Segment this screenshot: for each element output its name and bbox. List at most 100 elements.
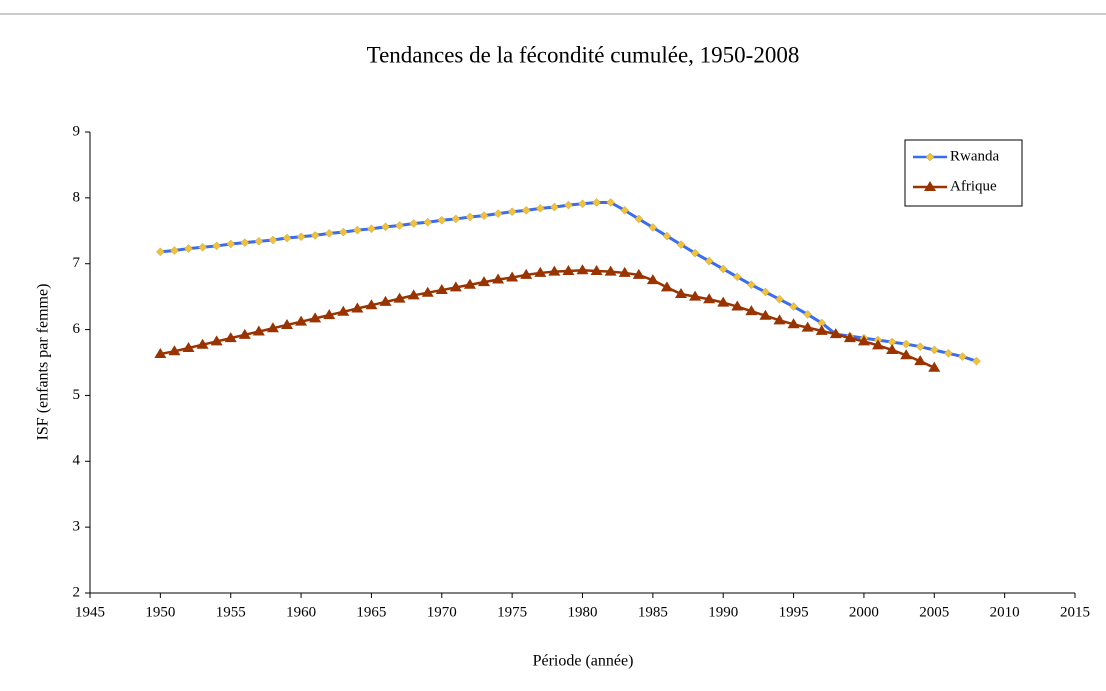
marker: [731, 300, 744, 311]
marker: [929, 345, 939, 355]
marker: [648, 223, 658, 232]
marker: [507, 207, 517, 217]
marker: [606, 198, 615, 207]
x-tick-label: 1970: [427, 604, 457, 620]
marker: [872, 339, 884, 350]
marker: [815, 324, 828, 335]
marker: [381, 222, 390, 232]
marker: [520, 268, 533, 279]
marker: [323, 309, 336, 320]
marker: [168, 345, 181, 356]
x-tick-label: 2015: [1060, 604, 1090, 620]
marker: [226, 239, 236, 249]
y-tick-label: 8: [73, 189, 81, 205]
marker: [732, 272, 742, 282]
marker: [534, 266, 547, 277]
marker: [182, 342, 195, 353]
marker: [915, 342, 925, 352]
marker: [365, 299, 378, 310]
marker: [521, 206, 531, 215]
marker: [803, 310, 812, 319]
marker: [901, 339, 911, 349]
marker: [634, 214, 644, 224]
marker: [843, 332, 856, 343]
x-tick-label: 2010: [990, 604, 1020, 620]
y-tick-label: 2: [73, 584, 81, 600]
marker: [337, 305, 350, 316]
marker: [296, 232, 306, 242]
marker: [548, 265, 561, 276]
marker: [353, 225, 362, 235]
marker: [282, 233, 292, 243]
marker: [170, 246, 179, 255]
marker: [238, 328, 251, 339]
legend-label: Rwanda: [950, 148, 999, 164]
x-tick-label: 1985: [638, 604, 668, 620]
marker: [718, 264, 728, 274]
marker: [423, 217, 433, 227]
marker: [761, 287, 770, 297]
marker: [493, 209, 503, 219]
marker: [886, 343, 899, 354]
marker: [281, 318, 293, 329]
marker: [254, 236, 264, 246]
y-tick-label: 3: [73, 519, 81, 535]
series: [154, 264, 941, 372]
marker: [535, 204, 545, 213]
marker: [324, 229, 334, 238]
line: [160, 269, 935, 369]
marker: [463, 278, 476, 289]
marker: [944, 348, 953, 358]
marker: [224, 332, 237, 343]
marker: [928, 361, 941, 372]
marker: [240, 238, 250, 247]
marker: [689, 290, 702, 301]
marker: [662, 231, 672, 241]
marker: [801, 321, 814, 332]
marker: [492, 273, 505, 284]
marker: [562, 264, 575, 275]
y-tick-label: 7: [73, 255, 81, 271]
marker: [618, 266, 631, 277]
marker: [745, 305, 758, 316]
marker: [266, 322, 279, 333]
marker: [704, 256, 714, 266]
marker: [972, 356, 981, 366]
marker: [196, 338, 209, 349]
marker: [958, 352, 967, 361]
marker: [925, 152, 935, 162]
marker: [646, 274, 659, 285]
marker: [747, 280, 756, 290]
legend: Rwanda Afrique: [904, 139, 1023, 207]
marker: [437, 215, 447, 225]
marker: [295, 315, 308, 326]
marker: [900, 349, 913, 360]
marker: [367, 224, 376, 234]
y-tick-label: 5: [73, 387, 81, 403]
marker: [578, 199, 587, 209]
marker: [675, 288, 687, 299]
marker: [379, 295, 392, 306]
marker: [676, 240, 686, 249]
y-tick-label: 9: [73, 123, 81, 139]
marker: [309, 312, 322, 323]
marker: [660, 281, 673, 292]
x-tick-label: 1950: [145, 604, 175, 620]
y-tick-label: 6: [73, 321, 81, 337]
chart-title: Tendances de la fécondité cumulée, 1950-…: [367, 42, 800, 67]
marker: [407, 289, 420, 300]
x-tick-label: 2000: [849, 604, 879, 620]
marker: [592, 198, 601, 207]
marker: [787, 318, 800, 329]
marker: [198, 242, 207, 252]
x-tick-label: 1960: [286, 604, 316, 620]
marker: [449, 281, 462, 292]
marker: [393, 292, 406, 303]
marker: [564, 200, 573, 210]
marker: [421, 286, 434, 297]
marker: [210, 335, 223, 346]
marker: [857, 335, 870, 346]
marker: [156, 247, 165, 257]
x-tick-label: 1990: [708, 604, 738, 620]
